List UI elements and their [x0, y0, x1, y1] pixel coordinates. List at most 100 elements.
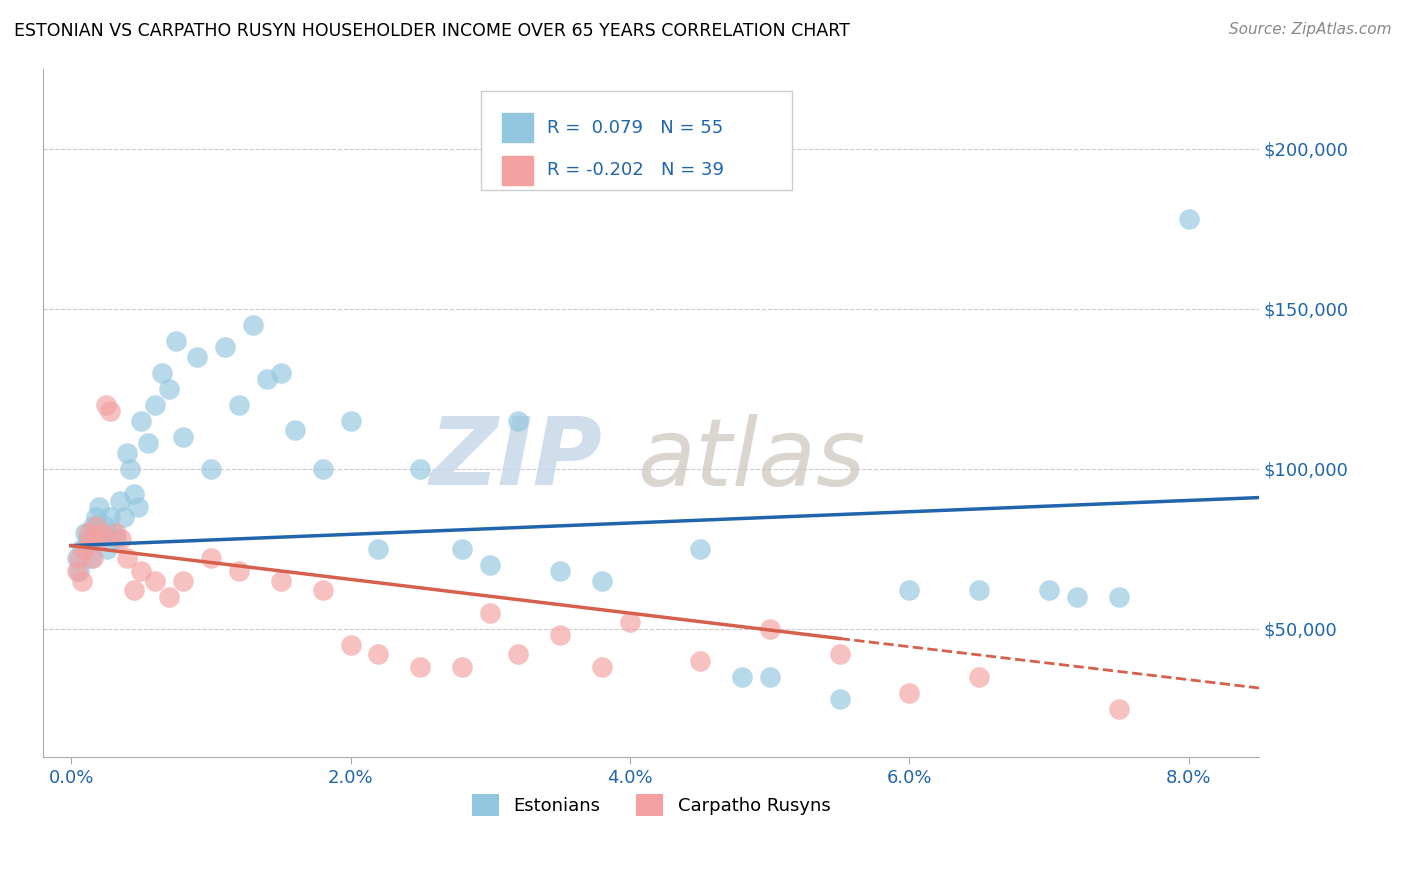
Point	[200, 551, 222, 566]
Point	[284, 423, 307, 437]
Point	[143, 574, 166, 588]
Point	[122, 583, 145, 598]
Point	[898, 686, 921, 700]
Point	[150, 366, 173, 380]
Point	[115, 446, 138, 460]
Point	[828, 648, 851, 662]
Text: ZIP: ZIP	[429, 413, 602, 505]
Point	[70, 541, 93, 556]
Point	[591, 574, 613, 588]
Point	[311, 462, 333, 476]
Point	[451, 660, 474, 674]
Point	[591, 660, 613, 674]
Point	[157, 382, 180, 396]
Point	[84, 509, 107, 524]
Point	[143, 398, 166, 412]
Point	[339, 414, 361, 428]
Point	[108, 493, 131, 508]
Point	[94, 398, 117, 412]
Point	[129, 414, 152, 428]
Legend: Estonians, Carpatho Rusyns: Estonians, Carpatho Rusyns	[464, 787, 838, 823]
Point	[93, 519, 115, 533]
Point	[1038, 583, 1060, 598]
Point	[172, 574, 194, 588]
Point	[104, 525, 127, 540]
Point	[969, 583, 991, 598]
Point	[84, 519, 107, 533]
Point	[256, 372, 278, 386]
Point	[367, 541, 389, 556]
Point	[548, 628, 571, 642]
Text: atlas: atlas	[637, 414, 865, 505]
Text: R = -0.202   N = 39: R = -0.202 N = 39	[547, 161, 724, 179]
Text: Source: ZipAtlas.com: Source: ZipAtlas.com	[1229, 22, 1392, 37]
Point	[136, 436, 159, 450]
Point	[898, 583, 921, 598]
Point	[79, 551, 101, 566]
Point	[1108, 590, 1130, 604]
Point	[76, 533, 98, 547]
Point	[73, 525, 96, 540]
Point	[87, 500, 110, 515]
Point	[479, 558, 502, 572]
Point	[129, 564, 152, 578]
Point	[228, 564, 250, 578]
Point	[731, 670, 754, 684]
Point	[82, 551, 104, 566]
Point	[104, 533, 127, 547]
Point	[479, 606, 502, 620]
Point	[98, 509, 121, 524]
Point	[270, 574, 292, 588]
Point	[101, 525, 124, 540]
Point	[115, 551, 138, 566]
Point	[689, 654, 711, 668]
Point	[110, 533, 132, 547]
Point	[69, 551, 91, 566]
Point	[548, 564, 571, 578]
Point	[157, 590, 180, 604]
Point	[969, 670, 991, 684]
Point	[228, 398, 250, 412]
Point	[311, 583, 333, 598]
Point	[172, 430, 194, 444]
Point	[1066, 590, 1088, 604]
Point	[90, 533, 112, 547]
Point	[1108, 702, 1130, 716]
Point	[66, 551, 89, 566]
Point	[98, 404, 121, 418]
Point	[127, 500, 149, 515]
Point	[66, 564, 89, 578]
Point	[214, 340, 236, 354]
Point	[367, 648, 389, 662]
Point	[118, 462, 141, 476]
Point	[828, 692, 851, 706]
Point	[70, 574, 93, 588]
Point	[689, 541, 711, 556]
Point	[76, 525, 98, 540]
Point	[508, 648, 530, 662]
Point	[1178, 212, 1201, 227]
Point	[90, 525, 112, 540]
Point	[451, 541, 474, 556]
Point	[79, 533, 101, 547]
Point	[270, 366, 292, 380]
Point	[87, 533, 110, 547]
Point	[409, 660, 432, 674]
Point	[112, 509, 135, 524]
Point	[339, 638, 361, 652]
Point	[73, 541, 96, 556]
Point	[758, 622, 780, 636]
Point	[758, 670, 780, 684]
Point	[508, 414, 530, 428]
Point	[96, 541, 118, 556]
Point	[82, 519, 104, 533]
Point	[165, 334, 187, 348]
Point	[186, 350, 208, 364]
Point	[619, 615, 641, 630]
Point	[69, 564, 91, 578]
Point	[122, 487, 145, 501]
Point	[200, 462, 222, 476]
Point	[242, 318, 264, 332]
Text: ESTONIAN VS CARPATHO RUSYN HOUSEHOLDER INCOME OVER 65 YEARS CORRELATION CHART: ESTONIAN VS CARPATHO RUSYN HOUSEHOLDER I…	[14, 22, 851, 40]
Point	[409, 462, 432, 476]
